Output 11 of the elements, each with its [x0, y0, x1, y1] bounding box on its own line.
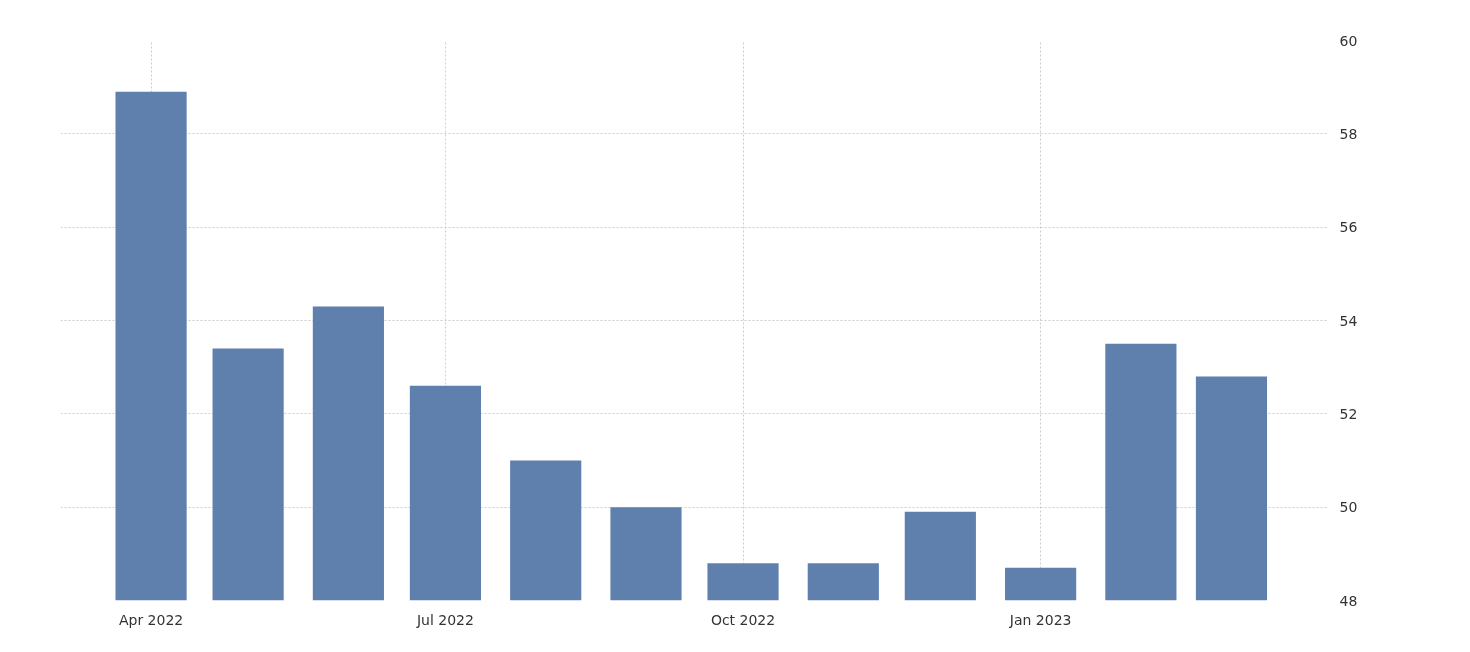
y-tick-label: 56 — [1339, 219, 1358, 236]
x-tick-label: Oct 2022 — [710, 611, 776, 628]
x-tick-label: Jan 2023 — [1008, 611, 1072, 628]
y-tick-label: 60 — [1339, 32, 1358, 49]
y-tick-label: 54 — [1339, 312, 1358, 329]
y-tick-label: 48 — [1339, 592, 1358, 609]
y-tick-label: 58 — [1339, 125, 1358, 142]
y-tick-label: 52 — [1339, 405, 1358, 422]
x-tick-label: Jul 2022 — [415, 611, 474, 628]
y-tick-label: 50 — [1339, 499, 1358, 516]
x-tick-label: Apr 2022 — [118, 611, 184, 628]
